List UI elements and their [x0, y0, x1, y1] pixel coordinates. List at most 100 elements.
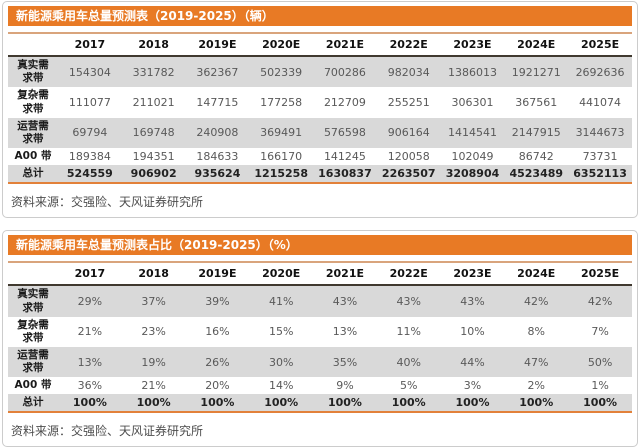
- share-table-title: 新能源乘用车总量预测表占比（2019-2025）（%）: [8, 235, 632, 256]
- value-cell: 441074: [579, 96, 622, 110]
- year-header-cell: 2017: [58, 261, 122, 287]
- year-header-cell: 2023E: [440, 261, 505, 287]
- value-cell: 35%: [332, 355, 358, 369]
- year-header-cell: 2022E: [376, 261, 441, 287]
- year-header-cell: 2019E: [185, 32, 250, 58]
- value-cell: 21%: [141, 379, 166, 393]
- value-cell: 29%: [77, 295, 103, 308]
- value-cell: 50%: [587, 355, 613, 369]
- total-row: 总计 100% 100% 100% 100% 100% 100% 100% 100% 100%: [8, 394, 632, 413]
- table-row: 真实需 求带 154304 331782 362367 502339 700286 9820…: [8, 56, 632, 88]
- row-label: 复杂需 求带: [17, 89, 49, 115]
- value-cell: 147715: [196, 96, 239, 110]
- year-header-cell: 2023E: [440, 32, 505, 58]
- value-cell: 19%: [141, 355, 166, 369]
- value-cell: 100%: [136, 396, 171, 410]
- value-cell: 331782: [132, 65, 175, 79]
- value-cell: 100%: [200, 396, 235, 410]
- value-cell: 43%: [396, 295, 421, 308]
- volume-forecast-table: 2017 2018 2019E 2020E 2021E 2022E 2023E 2024E 20…: [8, 32, 632, 184]
- year-header-cell: 2021E: [313, 261, 377, 287]
- value-cell: 7%: [591, 325, 609, 339]
- value-cell: 15%: [268, 325, 294, 339]
- value-cell: 13%: [332, 325, 358, 339]
- value-cell: 100%: [455, 396, 490, 410]
- value-cell: 10%: [460, 325, 485, 339]
- value-cell: 5%: [399, 379, 418, 393]
- year-header-cell: 2022E: [376, 32, 441, 58]
- value-cell: 16%: [205, 325, 230, 339]
- row-label: 运营需 求带: [17, 119, 49, 145]
- table-row: A00 带 36% 21% 20% 14% 9% 5% 3% 2% 1%: [8, 377, 632, 394]
- share-table-header: 2017 2018 2019E 2020E 2021E 2022E 2023E 2024E 20…: [8, 261, 632, 287]
- row-label: 复杂需 求带: [17, 318, 49, 344]
- value-cell: 23%: [141, 325, 166, 339]
- value-cell: 39%: [205, 295, 230, 308]
- value-cell: 362367: [196, 65, 239, 79]
- value-cell: 100%: [391, 396, 426, 410]
- value-cell: 69794: [72, 126, 108, 140]
- value-cell: 906164: [387, 126, 430, 140]
- value-cell: 1%: [591, 379, 609, 393]
- corner-cell: [8, 32, 58, 58]
- row-label: 真实需 求带: [17, 59, 49, 85]
- value-cell: 240908: [196, 126, 239, 140]
- value-cell: 211021: [132, 96, 175, 110]
- share-source-note: 资料来源：交强险、天风证券研究所: [11, 424, 204, 439]
- value-cell: 120058: [387, 150, 430, 163]
- value-cell: 13%: [77, 355, 103, 369]
- volume-table-title: 新能源乘用车总量预测表（2019-2025）（辆）: [8, 6, 632, 27]
- value-cell: 21%: [77, 325, 103, 339]
- value-cell: 212709: [323, 96, 366, 110]
- year-header-cell: 2025E: [568, 261, 632, 287]
- row-label: 总计: [22, 396, 44, 409]
- value-cell: 1630837: [318, 167, 372, 181]
- value-cell: 6352113: [573, 167, 627, 181]
- value-cell: 100%: [327, 396, 362, 410]
- value-cell: 37%: [141, 295, 166, 308]
- value-cell: 40%: [396, 355, 421, 369]
- value-cell: 369491: [260, 126, 303, 140]
- value-cell: 141245: [323, 150, 366, 163]
- value-cell: 154304: [68, 65, 111, 79]
- year-header-cell: 2024E: [504, 261, 569, 287]
- row-label: A00 带: [14, 379, 52, 392]
- value-cell: 906902: [130, 167, 177, 181]
- table-row: A00 带 189384 194351 184633 166170 141245 12005…: [8, 148, 632, 165]
- table-row: 真实需 求带 29% 37% 39% 41% 43% 43% 43% 42% 42%: [8, 285, 632, 317]
- value-cell: 86742: [518, 150, 554, 163]
- value-cell: 36%: [77, 379, 103, 393]
- header-row: 2017 2018 2019E 2020E 2021E 2022E 2023E 2024E 20…: [8, 32, 632, 58]
- value-cell: 3%: [463, 379, 482, 393]
- table-row: 复杂需 求带 21% 23% 16% 15% 13% 11% 10% 8% 7%: [8, 317, 632, 347]
- volume-source-note: 资料来源：交强险、天风证券研究所: [11, 195, 204, 210]
- value-cell: 100%: [519, 396, 554, 410]
- value-cell: 3144673: [575, 126, 625, 140]
- row-label: 运营需 求带: [17, 348, 49, 374]
- value-cell: 184633: [196, 150, 239, 163]
- year-header-cell: 2020E: [249, 261, 314, 287]
- value-cell: 255251: [387, 96, 430, 110]
- value-cell: 502339: [260, 65, 303, 79]
- year-header-cell: 2025E: [568, 32, 632, 58]
- value-cell: 982034: [387, 65, 430, 79]
- value-cell: 2692636: [575, 65, 625, 79]
- value-cell: 3208904: [445, 167, 500, 181]
- row-label: A00 带: [14, 149, 52, 162]
- volume-forecast-card: 新能源乘用车总量预测表（2019-2025）（辆） 2017 2018 2019E 2…: [2, 1, 638, 219]
- value-cell: 20%: [205, 379, 230, 393]
- value-cell: 47%: [524, 355, 549, 369]
- year-header-cell: 2024E: [504, 32, 569, 58]
- value-cell: 2147915: [511, 126, 561, 140]
- volume-table-header: 2017 2018 2019E 2020E 2021E 2022E 2023E 2024E 20…: [8, 32, 632, 58]
- share-forecast-card: 新能源乘用车总量预测表占比（2019-2025）（%） 2017 2018 2019…: [2, 230, 638, 448]
- value-cell: 576598: [323, 126, 366, 140]
- value-cell: 1215258: [254, 167, 308, 181]
- total-row: 总计 524559 906902 935624 1215258 1630837 226350…: [8, 165, 632, 184]
- corner-cell: [8, 261, 58, 287]
- value-cell: 169748: [132, 126, 175, 140]
- value-cell: 42%: [587, 295, 613, 308]
- value-cell: 9%: [336, 379, 354, 393]
- value-cell: 166170: [260, 150, 303, 163]
